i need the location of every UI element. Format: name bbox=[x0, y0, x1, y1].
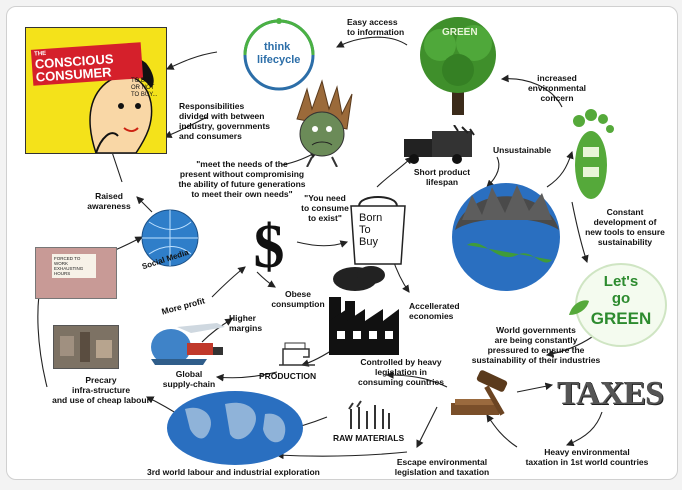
arrow-gavel-to-controlled bbox=[385, 371, 448, 388]
consumer-small-text: TO BUY OR NOT TO BUY... bbox=[131, 78, 158, 98]
arrow-letsgo-to-worldgov bbox=[545, 336, 593, 358]
label-higher-margins: Higher margins bbox=[229, 313, 263, 333]
go-word: go bbox=[611, 290, 631, 307]
label-meet-needs: "meet the needs of the present without c… bbox=[178, 159, 306, 199]
label-controlled: Controlled by heavy legislation in consu… bbox=[358, 357, 444, 387]
arrow-consumer-resp bbox=[163, 116, 208, 139]
dead-tree-icon bbox=[296, 79, 353, 168]
raw-materials-trees bbox=[345, 399, 393, 431]
arrow-unsustainable-to-earth bbox=[486, 156, 500, 188]
protest-sign: FORCED TO WORK EXHAUSTING HOURS bbox=[52, 254, 96, 278]
tree-stumps-icon bbox=[348, 400, 390, 429]
arrow-dollar-to-bag bbox=[296, 240, 349, 248]
leaf-icon bbox=[569, 300, 589, 315]
truck-icon bbox=[404, 124, 475, 164]
label-responsibilities: Responsibilities divided with between in… bbox=[179, 101, 270, 141]
supply-chain-icon bbox=[151, 323, 225, 365]
taxes-word-image: TAXES bbox=[557, 375, 664, 412]
diagram-canvas: THE CONSCIOUS CONSUMER TO BUY OR NOT TO … bbox=[6, 6, 678, 480]
label-precary: Precary infra-structure and use of cheap… bbox=[52, 375, 150, 405]
workshop-texture bbox=[60, 332, 112, 362]
label-constant-dev: Constant development of new tools to ens… bbox=[585, 207, 665, 247]
arrow-heavytax-to-gavel bbox=[486, 414, 518, 448]
world-map-icon bbox=[167, 391, 303, 465]
label-global-supply: Global supply-chain bbox=[162, 369, 216, 389]
arrow-escape-to-globe bbox=[275, 451, 408, 460]
arrow-taxes-to-heavytax bbox=[565, 411, 603, 447]
arrow-gavel-to-taxes bbox=[516, 382, 554, 393]
green-word: GREEN bbox=[590, 309, 652, 328]
arrow-earth-to-footprint bbox=[546, 150, 574, 188]
factory-icon bbox=[329, 266, 399, 355]
think-lifecycle-logo: think lifecycle bbox=[219, 15, 339, 93]
label-accelerated: Accellerated economies bbox=[409, 301, 460, 321]
consumer-banner: THE CONSCIOUS CONSUMER bbox=[30, 42, 144, 86]
label-production: PRODUCTION bbox=[259, 371, 317, 381]
label-world-gov: World governments are being constantly p… bbox=[471, 325, 601, 365]
polluted-earth-image bbox=[447, 175, 565, 293]
label-heavy-tax: Heavy environmental taxation in 1st worl… bbox=[525, 447, 649, 467]
arrow-globe-to-supply bbox=[201, 318, 233, 343]
arrow-gavel-to-escape bbox=[416, 406, 438, 448]
label-increased-concern: increased environmental concern bbox=[527, 73, 587, 103]
arrow-lifecycle-to-consumer bbox=[166, 51, 218, 70]
earth-trash-icon bbox=[452, 183, 560, 291]
green-footprint-image bbox=[565, 107, 617, 203]
lets-word: Let's bbox=[603, 273, 639, 290]
label-easy-access: Easy access to information bbox=[347, 17, 405, 37]
supply-chain-image bbox=[147, 319, 229, 367]
sewing-machine-icon bbox=[279, 342, 315, 366]
arrow-social-to-awareness bbox=[136, 196, 153, 213]
arrow-profit-to-dollar bbox=[211, 266, 246, 298]
label-short-product: Short product lifespan bbox=[413, 167, 471, 187]
lifecycle-think: think bbox=[264, 41, 291, 53]
label-obese: Obese consumption bbox=[271, 289, 325, 309]
social-media-globe: Social Media bbox=[139, 207, 201, 271]
born-to-buy-bag: Born To Buy bbox=[347, 192, 409, 266]
sewing-machine-image bbox=[275, 339, 319, 369]
world-map-globe bbox=[165, 389, 305, 467]
arrow-tree-to-lifecycle bbox=[336, 36, 408, 48]
gavel-icon bbox=[451, 370, 508, 416]
gavel-image bbox=[447, 369, 517, 421]
shopping-bag-icon bbox=[350, 196, 406, 265]
bag-text: Born To Buy bbox=[359, 212, 383, 248]
workshop-photo bbox=[53, 325, 119, 369]
arrow-dollar-to-obese bbox=[256, 271, 276, 288]
factory-image bbox=[325, 265, 405, 357]
dead-tree-character bbox=[287, 79, 357, 168]
label-escape: Escape environmental legislation and tax… bbox=[394, 457, 490, 477]
label-raised-awareness: Raised awareness bbox=[87, 191, 131, 211]
label-raw-materials: RAW MATERIALS bbox=[333, 433, 405, 443]
conscious-consumer-poster: THE CONSCIOUS CONSUMER TO BUY OR NOT TO … bbox=[25, 27, 167, 154]
lifecycle-word: lifecycle bbox=[257, 54, 301, 66]
arrow-footprint-to-tree bbox=[500, 74, 563, 108]
workers-protest-photo: FORCED TO WORK EXHAUSTING HOURS bbox=[35, 247, 117, 299]
garbage-truck-image bbox=[402, 124, 482, 167]
arrow-production-to-supply bbox=[215, 371, 278, 382]
lifecycle-circle-icon bbox=[243, 18, 315, 91]
label-third-world: 3rd world labour and industrial explorat… bbox=[147, 467, 320, 477]
arrow-footprint-to-letsgo bbox=[571, 201, 589, 264]
tree-green-word: GREEN bbox=[442, 27, 478, 38]
label-you-need: "You need to consume to exist" bbox=[301, 193, 349, 223]
lets-go-green-badge: Let's go GREEN bbox=[569, 263, 667, 347]
label-unsustainable: Unsustainable bbox=[493, 145, 552, 155]
footprint-icon bbox=[573, 109, 614, 199]
tree-icon bbox=[420, 17, 496, 115]
dollar-sign-image: $ bbox=[253, 213, 285, 281]
green-tree-image: GREEN bbox=[412, 15, 504, 117]
social-globe-icon bbox=[141, 209, 199, 267]
